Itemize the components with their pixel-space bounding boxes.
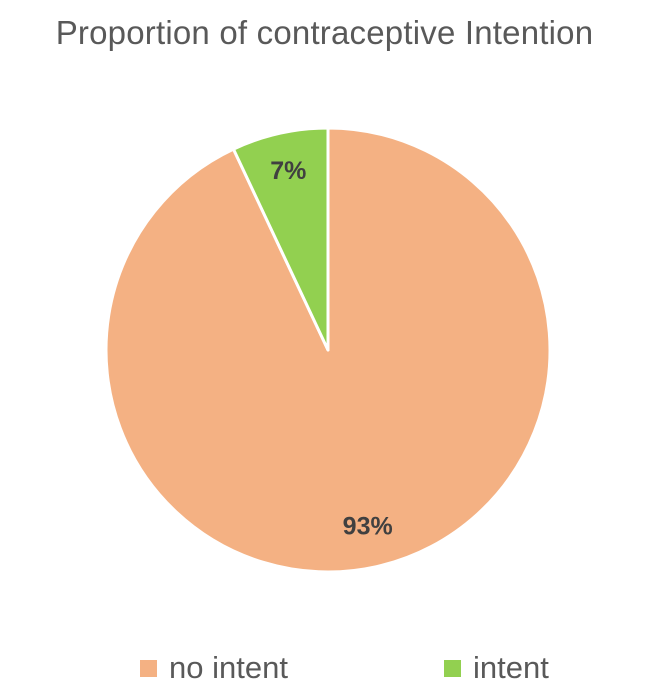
- legend-label-intent: intent: [473, 650, 549, 685]
- chart-title: Proportion of contraceptive Intention: [55, 14, 594, 51]
- legend-label-no-intent: no intent: [169, 650, 288, 685]
- data-label-intent: 7%: [270, 157, 306, 185]
- legend-swatch-no-intent: [140, 659, 157, 677]
- data-label-no-intent: 93%: [343, 512, 393, 540]
- pie-slice-intent: [231, 126, 330, 352]
- legend-item-no-intent: no intent: [140, 648, 288, 688]
- pie-chart: 93% 7%: [104, 126, 552, 574]
- legend-swatch-intent: [444, 659, 461, 677]
- legend-item-intent: intent: [444, 648, 549, 688]
- chart-legend: no intent intent: [0, 648, 649, 688]
